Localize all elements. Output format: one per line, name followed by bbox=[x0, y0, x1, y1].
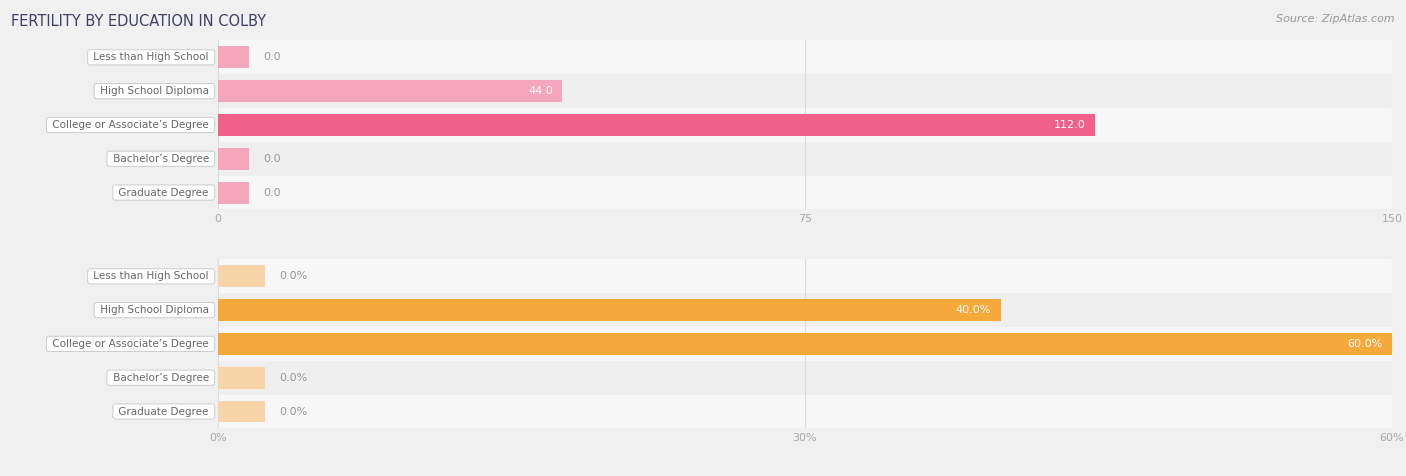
Bar bbox=[218, 108, 1392, 142]
Text: FERTILITY BY EDUCATION IN COLBY: FERTILITY BY EDUCATION IN COLBY bbox=[11, 14, 266, 30]
Text: 0.0%: 0.0% bbox=[278, 373, 308, 383]
Bar bbox=[218, 265, 264, 288]
Bar bbox=[218, 327, 1392, 361]
Bar bbox=[218, 181, 249, 204]
Bar bbox=[218, 299, 1001, 321]
Bar bbox=[218, 74, 1392, 108]
Bar bbox=[218, 40, 1392, 74]
Text: College or Associate’s Degree: College or Associate’s Degree bbox=[49, 339, 212, 349]
Text: High School Diploma: High School Diploma bbox=[97, 86, 212, 96]
Text: Source: ZipAtlas.com: Source: ZipAtlas.com bbox=[1277, 14, 1395, 24]
Text: 0.0%: 0.0% bbox=[278, 271, 308, 281]
Text: 40.0%: 40.0% bbox=[956, 305, 991, 315]
Bar bbox=[218, 142, 1392, 176]
Text: 0.0: 0.0 bbox=[263, 52, 281, 62]
Text: Less than High School: Less than High School bbox=[90, 52, 212, 62]
Text: Bachelor’s Degree: Bachelor’s Degree bbox=[110, 154, 212, 164]
Text: 0.0: 0.0 bbox=[263, 188, 281, 198]
Text: High School Diploma: High School Diploma bbox=[97, 305, 212, 315]
Text: 44.0: 44.0 bbox=[529, 86, 553, 96]
Text: 112.0: 112.0 bbox=[1053, 120, 1085, 130]
Bar bbox=[218, 148, 249, 170]
Bar bbox=[218, 361, 1392, 395]
Bar bbox=[218, 367, 264, 389]
Text: Less than High School: Less than High School bbox=[90, 271, 212, 281]
Text: 0.0%: 0.0% bbox=[278, 407, 308, 416]
Bar bbox=[218, 400, 264, 423]
Bar bbox=[218, 333, 1392, 355]
Text: Graduate Degree: Graduate Degree bbox=[115, 407, 212, 416]
Text: College or Associate’s Degree: College or Associate’s Degree bbox=[49, 120, 212, 130]
Bar bbox=[218, 259, 1392, 293]
Text: Bachelor’s Degree: Bachelor’s Degree bbox=[110, 373, 212, 383]
Bar bbox=[218, 293, 1392, 327]
Bar bbox=[218, 46, 249, 69]
Bar bbox=[218, 176, 1392, 209]
Bar bbox=[218, 395, 1392, 428]
Text: 0.0: 0.0 bbox=[263, 154, 281, 164]
Text: 60.0%: 60.0% bbox=[1347, 339, 1382, 349]
Bar bbox=[218, 80, 562, 102]
Text: Graduate Degree: Graduate Degree bbox=[115, 188, 212, 198]
Bar bbox=[218, 114, 1094, 136]
